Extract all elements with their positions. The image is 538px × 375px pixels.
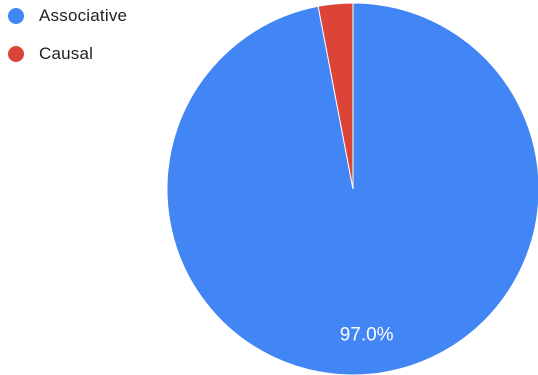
legend-label-causal: Causal [39, 44, 94, 63]
legend-swatch-causal [8, 46, 24, 62]
legend-item-associative[interactable]: Associative [8, 4, 127, 28]
legend-item-causal[interactable]: Causal [8, 42, 127, 66]
legend-swatch-associative [8, 8, 24, 24]
legend-label-associative: Associative [39, 6, 128, 25]
chart-legend: Associative Causal [8, 4, 127, 80]
slice-data-label-associative: 97.0% [340, 324, 394, 345]
pie-slice-causal[interactable] [317, 2, 354, 190]
